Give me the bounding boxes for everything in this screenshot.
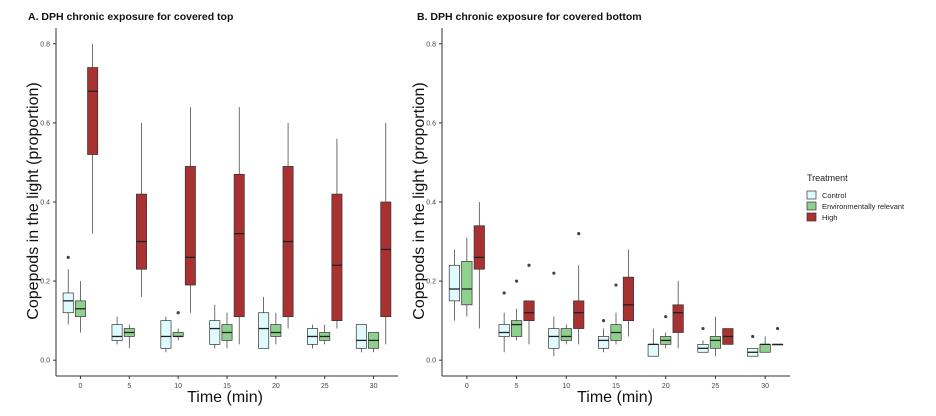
panel-b-control-t30-outlier: [751, 334, 755, 339]
panel-a-x-tick-label: 0: [78, 383, 82, 390]
panel-a-y-tick-label: 0.6: [40, 120, 50, 127]
panel-a: A. DPH chronic exposure for covered top …: [25, 11, 398, 406]
panel-a-high-t25-box: [331, 193, 343, 321]
panel-b-x-tick-label: 25: [712, 383, 720, 390]
panel-b-y-tick-label: 0.2: [426, 279, 436, 286]
legend-label-control: Control: [822, 191, 847, 200]
panel-a-marks: [62, 43, 392, 353]
panel-b-x-tick-label: 5: [515, 383, 519, 390]
panel-a-y-tick-label: 0.0: [40, 358, 50, 365]
panel-a-environmentally-relevant-t20-box: [270, 324, 282, 337]
panel-b-x-tick-label: 30: [761, 383, 769, 390]
panel-b-x-tick-label: 0: [465, 383, 469, 390]
panel-b-high-t10-outlier: [577, 232, 581, 236]
panel-a-high-t5-box: [136, 193, 147, 270]
panel-b-environmentally-relevant-t30-box: [759, 344, 771, 353]
panel-b-control-t20-box: [647, 344, 659, 357]
panel-a-control-t0-box: [62, 292, 74, 314]
panel-b-y-tick-label: 0.6: [426, 120, 436, 127]
panel-a-y-tick-label: 0.4: [40, 200, 50, 207]
panel-b-high-t30-outlier: [775, 326, 780, 331]
panel-b-y-axis-title: Copepods in the light (proportion): [411, 82, 428, 319]
panel-b-control-t0-box: [448, 264, 460, 302]
panel-a-control-t15-box: [209, 320, 221, 345]
panel-a-x-axis-title: Time (min): [187, 389, 263, 406]
panel-a-y-tick-label: 0.2: [40, 279, 50, 286]
panel-a-x-tick-label: 25: [321, 383, 329, 390]
panel-a-y-tick-label: 0.8: [40, 41, 50, 48]
panel-b-high-t0-box: [473, 225, 485, 270]
panel-b-environmentally-relevant-t10-box: [560, 328, 572, 341]
panel-b-control-t15-box: [598, 336, 610, 349]
panel-a-high-t10-box: [184, 166, 196, 286]
legend-swatch-high: [806, 212, 817, 222]
panel-a-y-axis-title: Copepods in the light (proportion): [25, 82, 42, 319]
panel-a-ticks: 0.0 0.2 0.4 0.6 0.8 0 5 10 15 20 25 30: [40, 28, 398, 390]
legend: Treatment Control Environmentally relevan…: [806, 173, 905, 222]
panel-b-ticks: 0.0 0.2 0.4 0.6 0.8 0 5 10 15 20 25 30: [426, 28, 790, 390]
legend-label-environmentally-relevant: Environmentally relevant: [822, 202, 905, 211]
panel-b-control-t15-outlier: [601, 319, 606, 323]
panel-a-title: A. DPH chronic exposure for covered top: [28, 11, 233, 23]
panel-b-environmentally-relevant-t0-box: [461, 260, 473, 306]
panel-b-environmentally-relevant-t5-outlier: [514, 279, 519, 283]
panel-a-control-t0-outlier: [66, 255, 70, 259]
panel-b-high-t5-outlier: [527, 263, 531, 267]
panel-a-x-tick-label: 20: [272, 383, 280, 390]
panel-a-x-tick-label: 10: [174, 383, 182, 390]
panel-a-control-t20-box: [258, 312, 270, 349]
panel-b-x-tick-label: 15: [612, 383, 620, 390]
panel-a-control-t5-box: [111, 324, 123, 341]
panel-b-y-tick-label: 0.0: [426, 358, 436, 365]
panel-b-x-tick-label: 10: [562, 383, 570, 390]
legend-title: Treatment: [807, 173, 848, 183]
panel-a-high-t0-box: [87, 67, 99, 155]
panel-b-marks: [448, 202, 784, 357]
panel-b-high-t15-box: [622, 276, 634, 321]
panel-b-x-axis-title: Time (min): [577, 389, 653, 406]
panel-b-environmentally-relevant-t25-box: [709, 336, 721, 349]
panel-b-environmentally-relevant-t20-outlier: [664, 315, 668, 319]
panel-a-high-t30-box: [380, 201, 392, 318]
panel-b-high-t5-box: [523, 300, 535, 321]
panel-a-control-t30-box: [355, 324, 367, 349]
panel-a-x-tick-label: 5: [127, 383, 131, 390]
panel-b-control-t10-box: [548, 328, 560, 349]
panel-a-x-tick-label: 15: [223, 383, 231, 390]
panel-b: B. DPH chronic exposure for covered bott…: [411, 11, 790, 406]
panel-b-control-t25-outlier: [701, 326, 705, 331]
panel-a-environmentally-relevant-t10-outlier: [176, 311, 180, 315]
panel-b-environmentally-relevant-t15-outlier: [614, 283, 618, 287]
panel-b-control-t10-outlier: [552, 271, 556, 275]
panel-b-control-t5-box: [498, 324, 510, 337]
panel-b-x-tick-label: 20: [662, 383, 670, 390]
legend-label-high: High: [822, 213, 837, 222]
panel-a-high-t15-box: [233, 173, 245, 318]
panel-b-control-t5-outlier: [502, 291, 506, 295]
panel-b-high-t10-box: [573, 300, 585, 329]
legend-swatch-environmentally-relevant: [806, 201, 817, 211]
panel-b-high-t20-box: [672, 304, 684, 333]
panel-b-title: B. DPH chronic exposure for covered bott…: [417, 11, 642, 23]
panel-b-y-tick-label: 0.8: [426, 41, 436, 48]
panel-a-control-t10-box: [160, 320, 172, 349]
panel-b-y-tick-label: 0.4: [426, 200, 436, 207]
panel-b-environmentally-relevant-t5-box: [511, 320, 523, 337]
legend-swatch-control: [806, 190, 817, 200]
panel-a-x-tick-label: 30: [370, 383, 378, 390]
